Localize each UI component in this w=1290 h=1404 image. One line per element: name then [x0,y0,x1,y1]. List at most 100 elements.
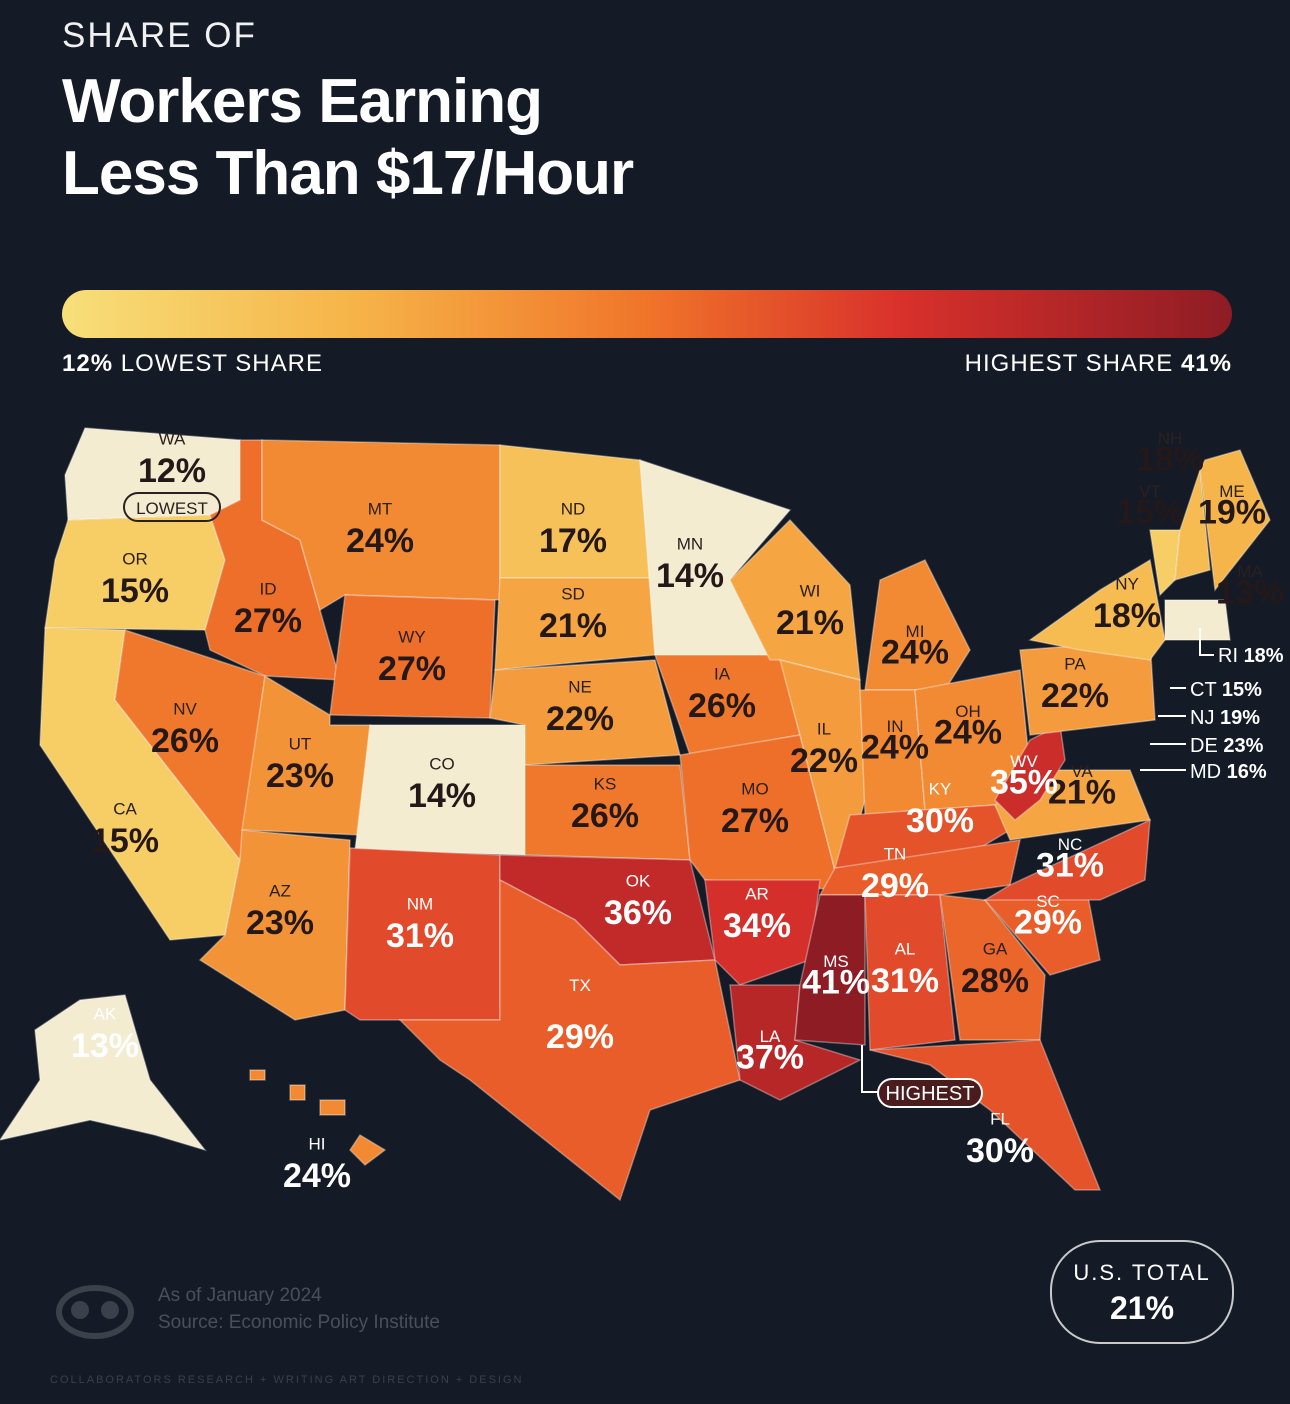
state-value-co: 14% [408,777,476,815]
footer-credits: COLLABORATORS RESEARCH + WRITING ART DIR… [50,1374,524,1386]
state-abbr-nm: NM [407,895,433,914]
state-shape-tx [398,878,741,1202]
state-shape-hi [349,1133,387,1166]
title-line-2: Less Than $17/Hour [62,139,634,208]
legend-low-value: 12% [62,350,114,377]
state-abbr-ny: NY [1115,575,1139,594]
state-label-ia: IA 26% [688,665,756,725]
state-abbr-ca: CA [113,800,137,819]
callout-value-md: 16% [1227,761,1267,783]
state-value-mi: 24% [881,633,949,671]
state-value-ga: 28% [961,962,1029,1000]
state-value-nd: 17% [539,522,607,560]
state-shape-me [1199,449,1271,592]
highest-badge-text: HIGHEST [886,1083,975,1105]
callout-abbr-md: MD [1190,761,1227,783]
state-value-ca: 15% [91,822,159,860]
state-abbr-mi: MI [906,622,925,641]
state-value-in: 24% [861,728,929,766]
state-value-sd: 21% [539,607,607,645]
callout-nj: NJ 19% [1190,707,1260,729]
state-value-la: 37% [736,1038,804,1076]
state-abbr-sd: SD [561,585,585,604]
state-abbr-il: IL [817,720,831,739]
state-label-il: IL 22% [790,720,858,780]
callout-abbr-nj: NJ [1190,707,1220,729]
state-abbr-tx: TX [569,976,591,995]
title-line-1: Workers Earning [62,67,543,136]
state-abbr-nd: ND [561,500,586,519]
state-shapes [0,427,1271,1202]
legend-high-label: HIGHEST SHARE [964,350,1174,377]
state-abbr-ne: NE [568,678,592,697]
state-value-wa: 12% [138,452,206,490]
state-abbr-nh: NH [1158,429,1183,448]
callout-abbr-de: DE [1190,735,1223,757]
state-label-nv: NV 26% [151,700,219,760]
legend-high-value: 41% [1180,350,1232,377]
state-value-pa: 22% [1041,677,1109,715]
state-label-nm: NM 31% [386,895,454,955]
state-label-ut: UT 23% [266,735,334,795]
state-value-ar: 34% [723,907,791,945]
state-value-ok: 36% [604,894,672,932]
lowest-badge-text: LOWEST [136,499,208,518]
state-abbr-ky: KY [929,780,952,799]
state-abbr-oh: OH [955,702,981,721]
state-abbr-la: LA [760,1027,781,1046]
state-label-ny: NY 18% [1093,575,1161,635]
callout-abbr-ri: RI [1218,645,1244,667]
callout-value-nj: 19% [1220,707,1260,729]
state-label-ga: GA 28% [961,940,1029,1000]
state-abbr-tn: TN [884,845,907,864]
state-abbr-hi: HI [309,1135,326,1154]
state-abbr-wv: WV [1010,752,1038,771]
state-label-al: AL 31% [871,940,939,1000]
us-total-value: 21% [1109,1290,1175,1326]
state-abbr-mt: MT [368,500,393,519]
state-label-ok: OK 36% [604,872,672,932]
state-value-ks: 26% [571,797,639,835]
state-value-ma: 13% [1216,573,1284,611]
state-label-sd: SD 21% [539,585,607,645]
state-value-sc: 29% [1014,903,1082,941]
legend-low-label: LOWEST SHARE [120,350,323,377]
state-value-tx: 29% [546,1018,614,1056]
callout-abbr-ct: CT [1190,679,1222,701]
state-value-oh: 24% [934,713,1002,751]
state-shape-az [198,829,351,1021]
state-value-ms: 41% [802,963,870,1001]
callout-value-ct: 15% [1222,679,1262,701]
legend-gradient-bar [62,290,1232,338]
state-abbr-or: OR [122,550,148,569]
state-label-mn: MN 14% [656,535,724,595]
state-abbr-id: ID [260,580,277,599]
callout-de: DE 23% [1190,735,1264,757]
footer-source: Source: Economic Policy Institute [158,1312,440,1333]
publisher-logo-icon [56,1285,134,1339]
state-abbr-ok: OK [626,872,651,891]
state-abbr-al: AL [895,940,916,959]
state-value-va: 21% [1048,773,1116,811]
state-value-ne: 22% [546,700,614,738]
state-abbr-ak: AK [94,1005,117,1024]
state-shape-hi [319,1099,346,1116]
state-label-wi: WI 21% [776,582,844,642]
state-label-ca: CA 15% [91,800,159,860]
state-value-nc: 31% [1036,846,1104,884]
ri-leader-line [1199,628,1214,656]
state-abbr-az: AZ [269,882,291,901]
state-shape-wv [994,723,1066,822]
us-total-label: U.S. TOTAL [1073,1260,1211,1285]
state-value-nh: 18% [1136,440,1204,478]
highest-badge [877,1078,983,1108]
state-abbr-ut: UT [289,735,312,754]
